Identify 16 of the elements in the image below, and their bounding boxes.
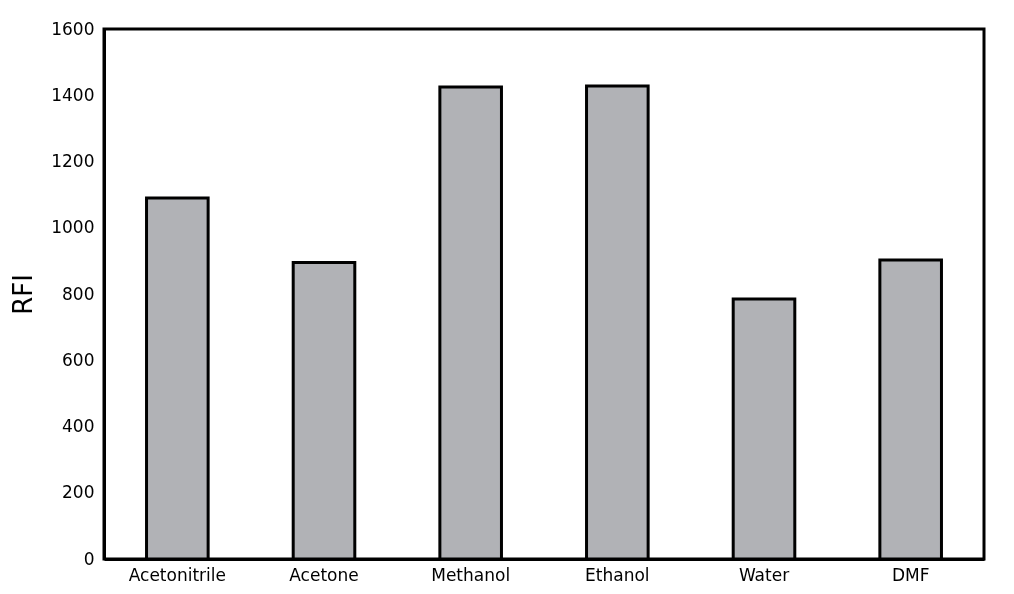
x-tick-label: Ethanol (585, 564, 650, 585)
y-tick-label: 1400 (51, 84, 95, 105)
y-tick-label: 1600 (51, 18, 95, 39)
y-tick-label: 800 (62, 283, 95, 304)
y-tick-label: 200 (62, 482, 95, 503)
x-tick-label: DMF (891, 564, 930, 585)
x-tick-label: Water (738, 564, 790, 585)
x-tick-label: Acetonitrile (128, 564, 226, 585)
y-tick-label: 0 (83, 548, 95, 569)
y-tick-label: 1200 (51, 151, 95, 171)
x-tick-label: Acetone (289, 564, 359, 585)
y-tick-label: 600 (62, 349, 95, 370)
x-tick-label: Methanol (431, 564, 511, 585)
y-tick-label: 400 (62, 416, 95, 436)
y-axis-title: RFI (8, 274, 39, 315)
y-tick-label: 1000 (51, 217, 95, 238)
